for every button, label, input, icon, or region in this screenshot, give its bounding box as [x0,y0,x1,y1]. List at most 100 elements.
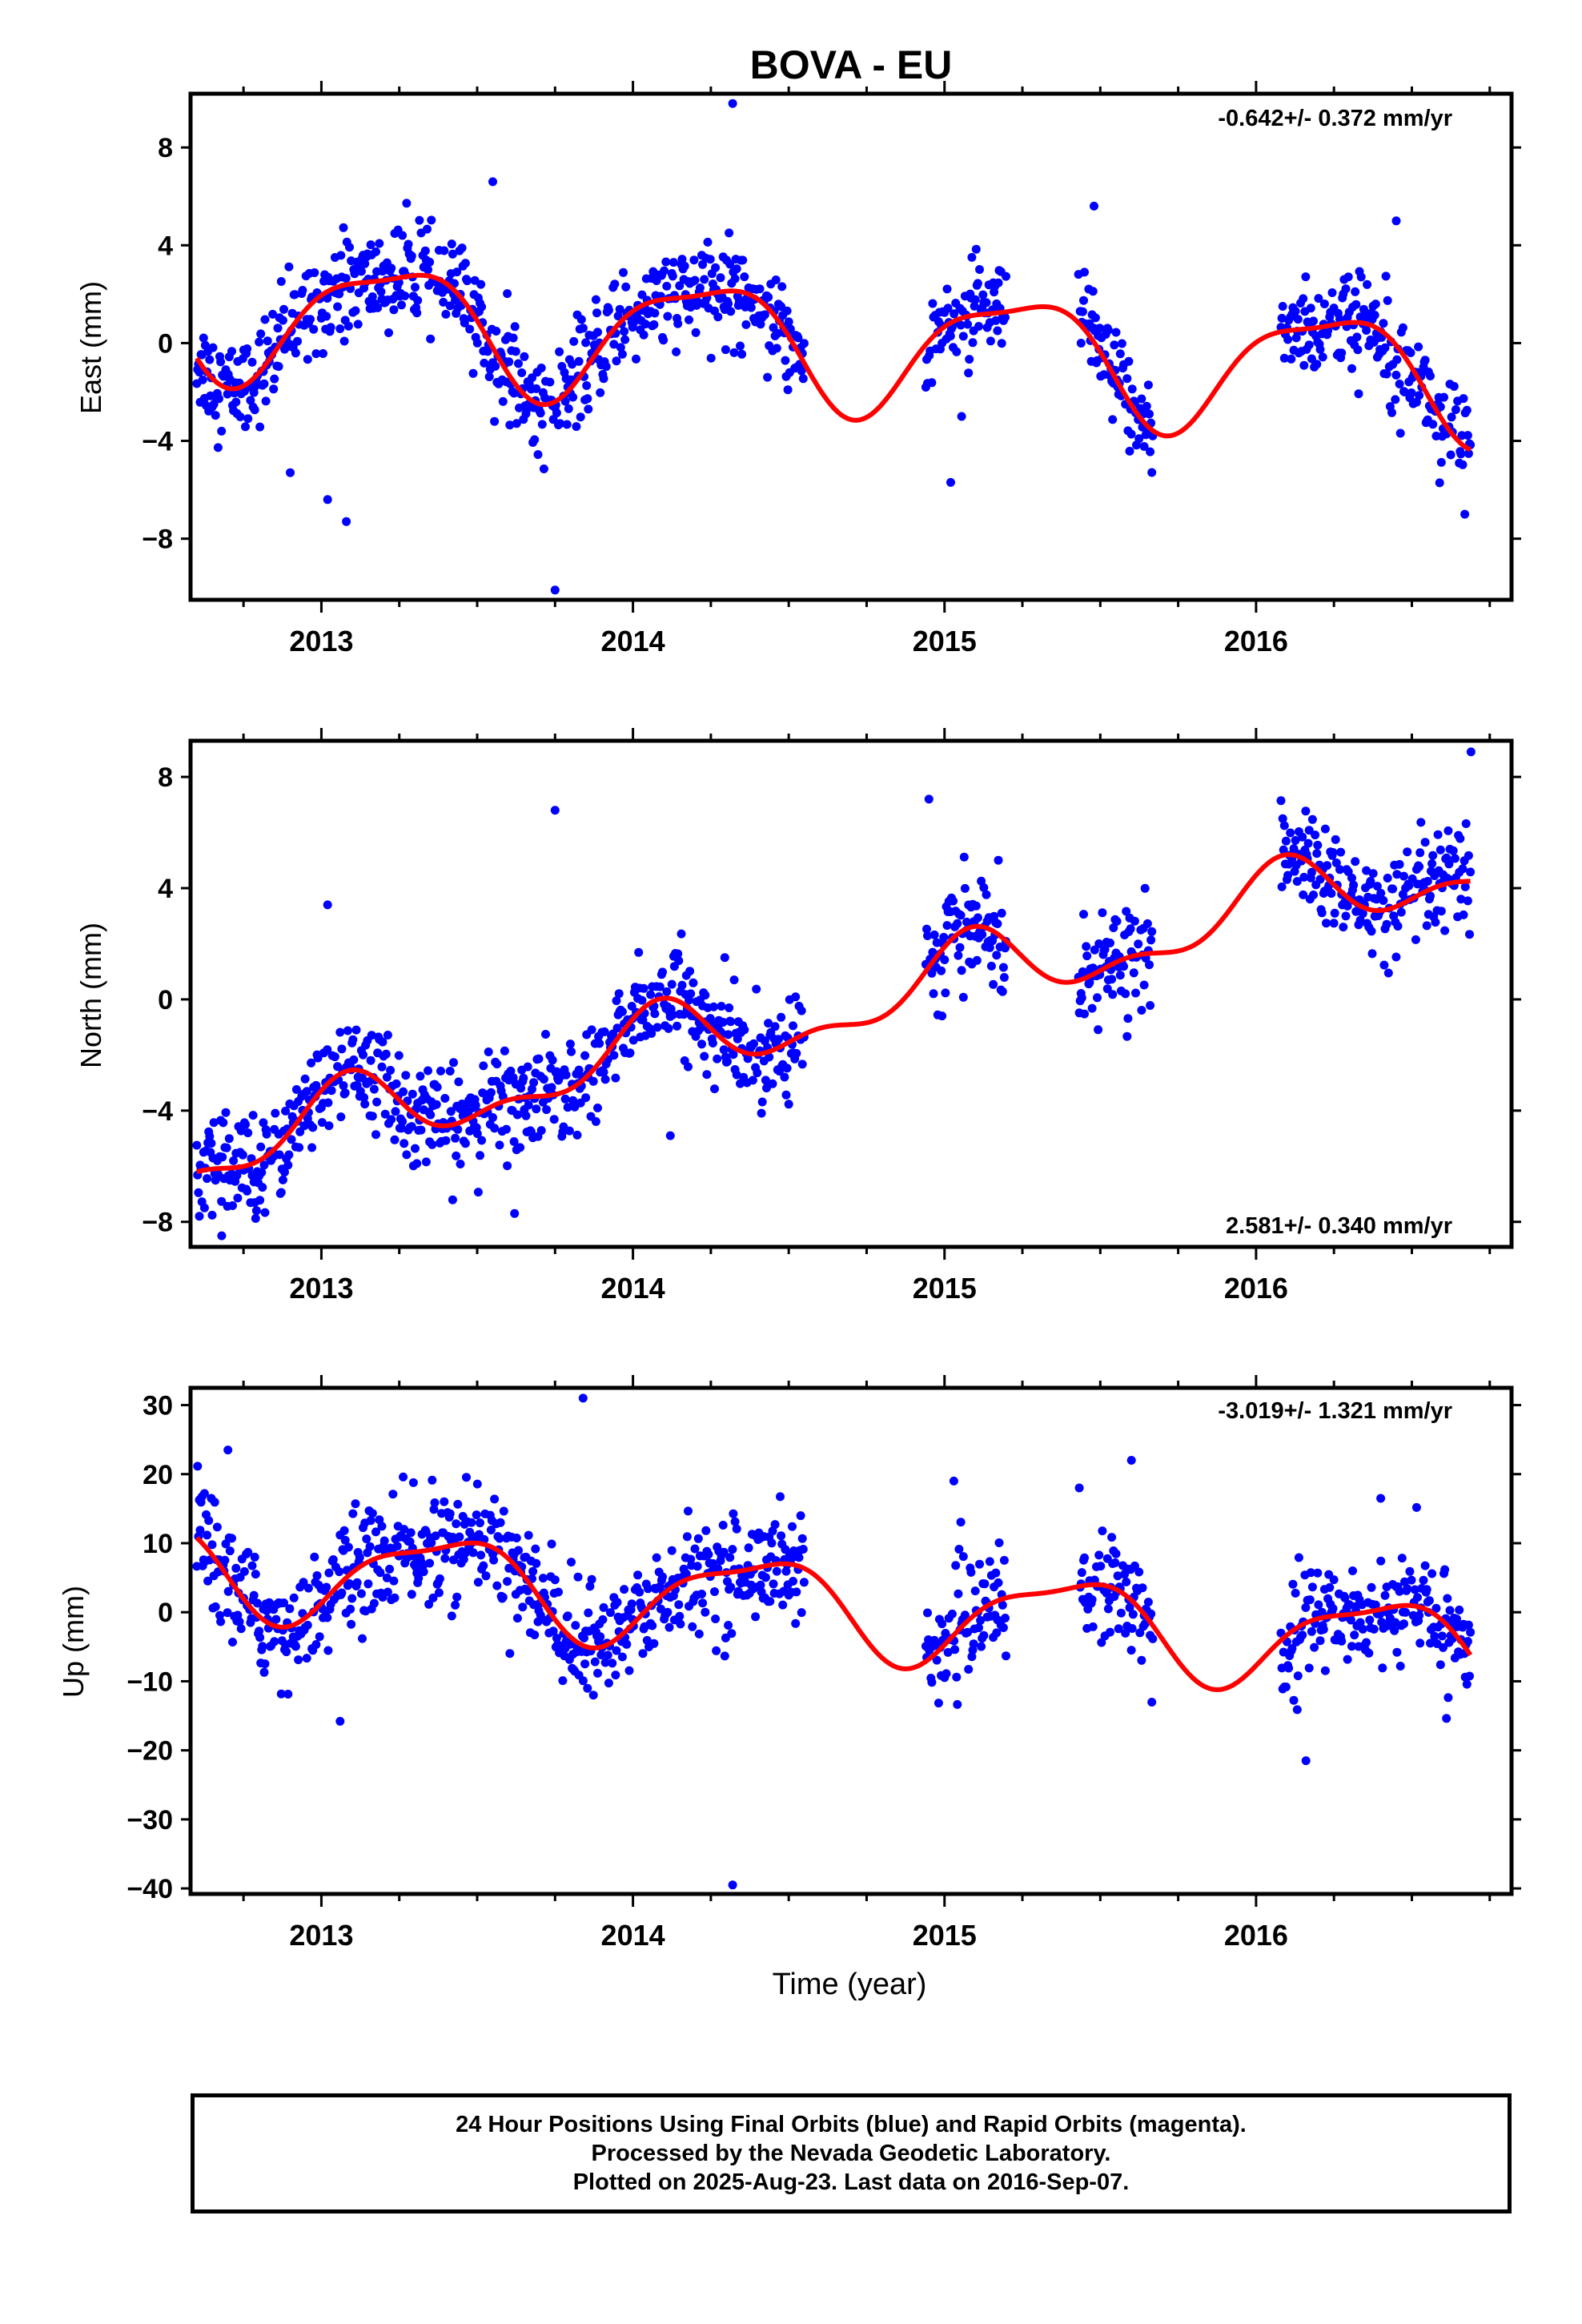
north-data-point [986,961,996,971]
up-data-point [658,1572,667,1582]
up-data-point [1127,1624,1137,1633]
east-data-point [797,366,806,376]
up-data-point [524,1530,533,1540]
up-data-point [608,1659,617,1668]
north-data-point [394,1051,404,1060]
east-data-point [755,284,765,294]
north-data-point [259,1118,268,1128]
north-data-point [1129,968,1138,978]
up-data-point [291,1642,300,1651]
east-data-point [215,394,223,404]
north-data-point [257,1168,267,1177]
east-data-point [1079,296,1088,305]
east-data-point [322,312,331,321]
north-data-point [390,1135,400,1144]
north-data-point [1349,880,1359,890]
north-data-point [1147,927,1157,936]
north-data-point [770,1022,780,1031]
east-data-point [711,263,721,272]
east-data-point [426,334,436,344]
north-data-point [1140,883,1150,893]
up-data-point [1411,1502,1421,1512]
east-data-point [195,368,204,377]
north-data-point [1315,875,1325,884]
east-data-point [492,327,501,336]
east-data-point [270,374,279,384]
north-data-point [1286,828,1295,838]
east-data-point [764,292,773,302]
north-data-point [337,1044,347,1054]
up-data-point [1439,1642,1447,1652]
up-data-point [693,1562,702,1571]
up-data-point [792,1587,801,1597]
up-data-point [998,1623,1008,1632]
up-data-point [769,1579,778,1589]
north-data-point [260,1208,270,1217]
north-data-point [1459,910,1468,919]
east-outlier-point [488,177,497,187]
east-data-point [584,404,593,414]
up-data-point [1094,1550,1104,1560]
north-xtick-label: 2013 [289,1272,353,1305]
north-data-point [492,1059,502,1069]
up-data-point [1399,1619,1408,1629]
up-data-point [1362,1638,1371,1647]
north-data-point [595,1039,604,1048]
east-data-point [1080,267,1089,277]
up-data-point [328,1555,338,1564]
up-data-point [492,1581,502,1590]
up-data-point [583,1683,592,1693]
north-data-point [1367,949,1377,959]
up-data-point [363,1579,373,1589]
up-data-point [472,1510,481,1520]
up-data-point [598,1614,608,1624]
north-data-point [454,1077,464,1087]
east-data-point [1347,364,1356,373]
up-data-point [351,1499,360,1509]
up-data-point [243,1547,253,1557]
up-data-point [1320,1666,1330,1675]
north-data-point [978,930,987,939]
up-data-point [377,1522,387,1531]
north-data-point [646,990,656,999]
north-data-point [1362,866,1371,875]
east-data-point [1125,446,1134,456]
north-data-point [432,1083,442,1092]
east-data-point [974,322,983,331]
up-data-point [462,1473,471,1482]
up-data-point [1410,1585,1419,1594]
north-data-point [684,1062,693,1072]
north-data-point [628,1035,638,1045]
up-data-point [322,1582,331,1592]
up-data-point [385,1564,395,1574]
north-data-point [789,1021,797,1031]
east-data-point [1428,420,1438,429]
up-data-point [225,1546,235,1556]
north-data-point [1077,993,1086,1003]
up-data-point [1395,1586,1404,1596]
east-data-point [777,282,787,292]
east-data-point [323,294,332,303]
east-data-point [663,312,673,321]
up-data-point [362,1534,371,1544]
east-data-point [1463,431,1472,440]
up-data-point [390,1593,400,1602]
north-data-point [612,996,621,1006]
east-data-point [250,405,259,415]
up-ytick-label: 0 [158,1598,173,1628]
east-data-point [1411,397,1421,407]
north-data-point [506,1066,516,1076]
east-data-point [387,263,396,273]
north-data-point [729,975,739,985]
east-data-point [1380,343,1390,352]
east-data-point [799,339,809,348]
east-data-point [943,304,953,313]
north-data-point [753,1068,762,1078]
north-data-point [377,1062,387,1072]
east-data-point [303,355,312,364]
north-outlier-point [510,1208,520,1218]
north-data-point [1100,945,1110,955]
north-data-point [300,1074,310,1084]
up-data-point [356,1589,366,1598]
north-data-point [500,1046,509,1055]
